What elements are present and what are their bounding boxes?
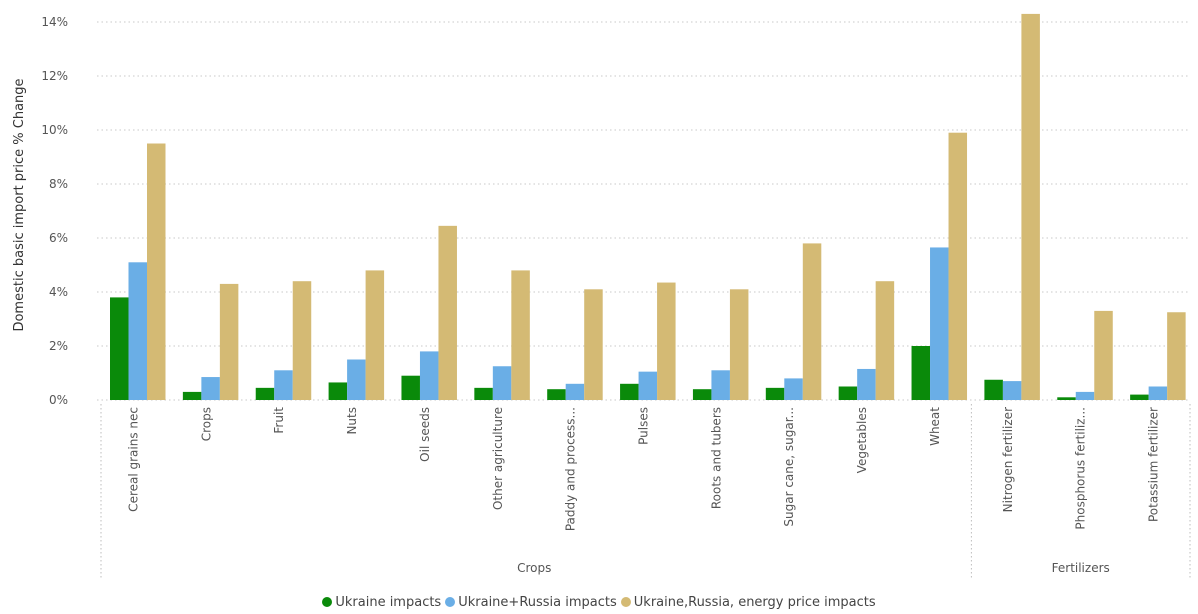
bar: [219, 283, 239, 400]
y-axis-title: Domestic basic import price % Change: [12, 78, 27, 331]
y-tick-label: 6%: [49, 231, 68, 245]
bar: [729, 289, 749, 400]
bar: [1002, 381, 1022, 400]
bar: [565, 383, 585, 400]
bar: [292, 281, 312, 400]
bar: [838, 386, 858, 400]
bar: [438, 225, 457, 400]
bar: [765, 387, 785, 400]
y-tick-label: 4%: [49, 285, 68, 299]
bar: [255, 387, 275, 400]
bar: [201, 377, 220, 400]
bar: [948, 132, 968, 400]
legend-marker: [445, 597, 456, 607]
bar: [110, 297, 129, 400]
bar-chart: 0% 2% 4% 6% 8% 10% 12% 14% Cereal grains nec Cro…: [12, 13, 1191, 580]
x-category-label: Nitrogen fertilizer: [1001, 407, 1015, 512]
bar: [419, 351, 439, 400]
legend: Ukraine impacts Ukraine+Russia impacts Ukr…: [0, 595, 1198, 610]
y-axis-ticks: 0% 2% 4% 6% 8% 10% 12% 14%: [41, 15, 68, 407]
bar: [875, 281, 895, 400]
y-tick-label: 10%: [41, 123, 68, 137]
x-category-label: Potassium fertilizer: [1147, 407, 1161, 522]
legend-label: Ukraine,Russia, energy price impacts: [633, 595, 876, 610]
x-category-label: Pulses: [637, 407, 651, 445]
bars: [110, 13, 1186, 401]
bar: [347, 359, 366, 400]
x-category-label: Wheat: [928, 407, 942, 446]
y-tick-label: 2%: [49, 339, 68, 353]
bar: [274, 370, 293, 400]
x-category-label: Fruit: [272, 407, 286, 434]
bar: [784, 378, 803, 400]
x-category-label: Crops: [199, 407, 213, 441]
bar: [638, 371, 658, 400]
bar: [1057, 397, 1076, 400]
legend-item: Ukraine+Russia impacts: [445, 595, 617, 610]
legend-item: Ukraine impacts: [322, 595, 441, 610]
y-tick-label: 12%: [41, 69, 68, 83]
x-category-label: Vegetables: [855, 407, 869, 473]
y-tick-label: 0%: [49, 393, 68, 407]
x-category-label: Cereal grains nec: [126, 407, 140, 512]
bar: [1094, 310, 1113, 400]
bar: [620, 383, 639, 400]
x-category-label: Paddy and process...: [564, 407, 578, 531]
bar: [492, 366, 512, 400]
x-category-label: Oil seeds: [418, 407, 432, 462]
bar: [365, 270, 385, 400]
bar: [1130, 394, 1149, 400]
bar: [328, 382, 348, 400]
bar: [584, 289, 603, 400]
bar: [692, 389, 712, 400]
y-tick-label: 8%: [49, 177, 68, 191]
x-group-label: Crops: [517, 561, 551, 575]
legend-marker: [620, 597, 631, 607]
bar: [182, 391, 202, 400]
legend-item: Ukraine,Russia, energy price impacts: [620, 595, 876, 610]
bar: [984, 379, 1003, 400]
bar: [1075, 391, 1095, 400]
y-tick-label: 14%: [41, 15, 68, 29]
bar: [802, 243, 822, 400]
x-category-label: Phosphorus fertiliz...: [1074, 407, 1088, 530]
bar: [657, 282, 676, 400]
x-category-label: Roots and tubers: [709, 407, 723, 509]
bar: [1021, 13, 1040, 401]
x-axis-category-labels: Cereal grains nec Crops Fruit Nuts Oil seeds…: [126, 407, 1160, 531]
bar: [1148, 386, 1168, 400]
category-separators: [100, 404, 1191, 580]
legend-label: Ukraine+Russia impacts: [458, 595, 617, 610]
x-category-label: Sugar cane, sugar...: [782, 407, 796, 527]
bar: [128, 262, 147, 400]
legend-label: Ukraine impacts: [335, 595, 442, 610]
bar: [857, 368, 876, 400]
x-category-label: Nuts: [345, 407, 359, 435]
x-category-label: Other agriculture: [491, 407, 505, 510]
bar: [1167, 312, 1186, 400]
bar: [711, 370, 730, 400]
bar: [401, 375, 420, 400]
bar: [911, 346, 931, 400]
bar: [474, 387, 493, 400]
x-group-label: Fertilizers: [1052, 561, 1110, 575]
bar: [511, 270, 530, 400]
x-axis-group-labels: Crops Fertilizers: [517, 561, 1110, 575]
bar: [930, 247, 949, 400]
legend-marker: [322, 597, 333, 607]
bar: [147, 143, 166, 400]
bar: [547, 389, 566, 400]
